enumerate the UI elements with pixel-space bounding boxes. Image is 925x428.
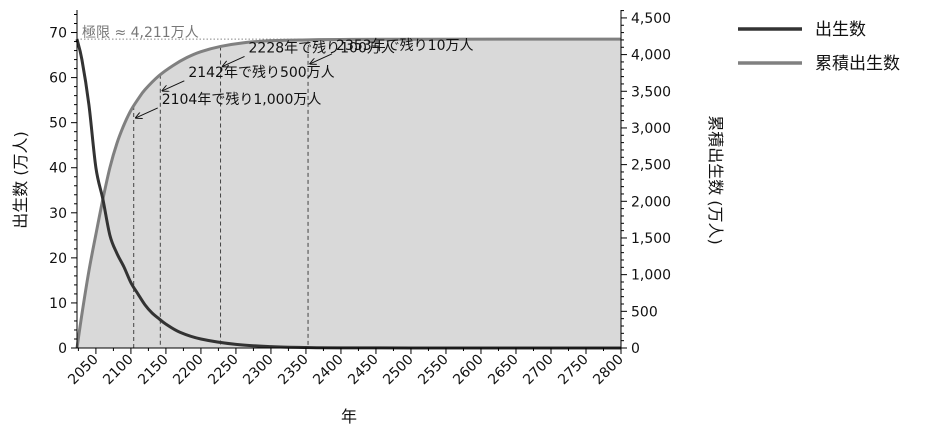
y-right-tick-label-1000: 1,000 [631, 268, 671, 284]
series-line-cumulative [75, 37, 622, 349]
y-left-tick-label-20: 20 [49, 251, 67, 267]
x-tick-label-2700: 2700 [520, 352, 557, 389]
y-right-tick-label-2500: 2,500 [631, 158, 671, 174]
y-left-tick-label-0: 0 [58, 341, 67, 357]
y-right-tick-label-1500: 1,500 [631, 231, 671, 247]
y-right-tick-label-4000: 4,000 [631, 48, 671, 64]
y-right-tick-label-500: 500 [631, 304, 658, 320]
y-left-tick-label-60: 60 [49, 71, 67, 87]
legend-label-cumulative: 累積出生数 [815, 54, 900, 74]
y-axis-left-label: 出生数 (万人) [11, 131, 30, 229]
y-left-tick-label-70: 70 [49, 26, 67, 42]
y-right-tick-label-4500: 4,500 [631, 11, 671, 27]
limit-label: 極限 ≈ 4,211万人 [82, 25, 199, 41]
x-tick-label-2300: 2300 [240, 352, 277, 389]
x-tick-label-2650: 2650 [485, 352, 522, 389]
y-left-tick-label-50: 50 [49, 116, 67, 132]
x-tick-label-2750: 2750 [555, 352, 592, 389]
annotation-arrow-2353 [310, 53, 333, 64]
annotation-arrow-2104 [136, 107, 158, 118]
y-left-tick-label-30: 30 [49, 206, 67, 222]
annotation-text-2353: 2353年で残り10万人 [336, 38, 473, 54]
y-left-tick-label-10: 10 [49, 296, 67, 312]
y-right-tick-label-0: 0 [631, 341, 640, 357]
annotation-guides [77, 38, 621, 348]
annotation-arrow-2142 [162, 80, 185, 91]
cumulative-fill-layer [77, 39, 621, 349]
x-tick-label-2100: 2100 [100, 352, 137, 389]
legend-label-births: 出生数 [815, 20, 866, 40]
y-right-tick-label-2000: 2,000 [631, 194, 671, 210]
x-tick-label-2500: 2500 [380, 352, 417, 389]
axes [71, 10, 627, 354]
x-tick-label-2600: 2600 [450, 352, 487, 389]
x-tick-label-2200: 2200 [170, 352, 207, 389]
x-tick-label-2050: 2050 [65, 352, 102, 389]
annotation-text-2142: 2142年で残り500万人 [188, 65, 334, 81]
x-tick-label-2350: 2350 [275, 352, 312, 389]
x-tick-label-2400: 2400 [310, 352, 347, 389]
x-tick-label-2450: 2450 [345, 352, 382, 389]
y-right-tick-label-3000: 3,000 [631, 121, 671, 137]
x-tick-label-2550: 2550 [415, 352, 452, 389]
annotation-text-2228: 2228年で残り100万人 [249, 40, 395, 56]
legend: 出生数 累積出生数 [738, 20, 900, 74]
x-tick-label-2150: 2150 [135, 352, 172, 389]
x-axis-label: 年 [341, 407, 357, 426]
x-tick-label-2800: 2800 [590, 352, 627, 389]
y-axis-right-label: 累積出生数 (万人) [706, 115, 725, 245]
y-right-tick-label-3500: 3,500 [631, 84, 671, 100]
x-tick-label-2250: 2250 [205, 352, 242, 389]
y-left-tick-label-40: 40 [49, 161, 67, 177]
annotation-text-2104: 2104年で残り1,000万人 [162, 92, 322, 108]
cumulative-area-fill [77, 39, 621, 349]
annotation-arrow-2228 [223, 56, 245, 66]
